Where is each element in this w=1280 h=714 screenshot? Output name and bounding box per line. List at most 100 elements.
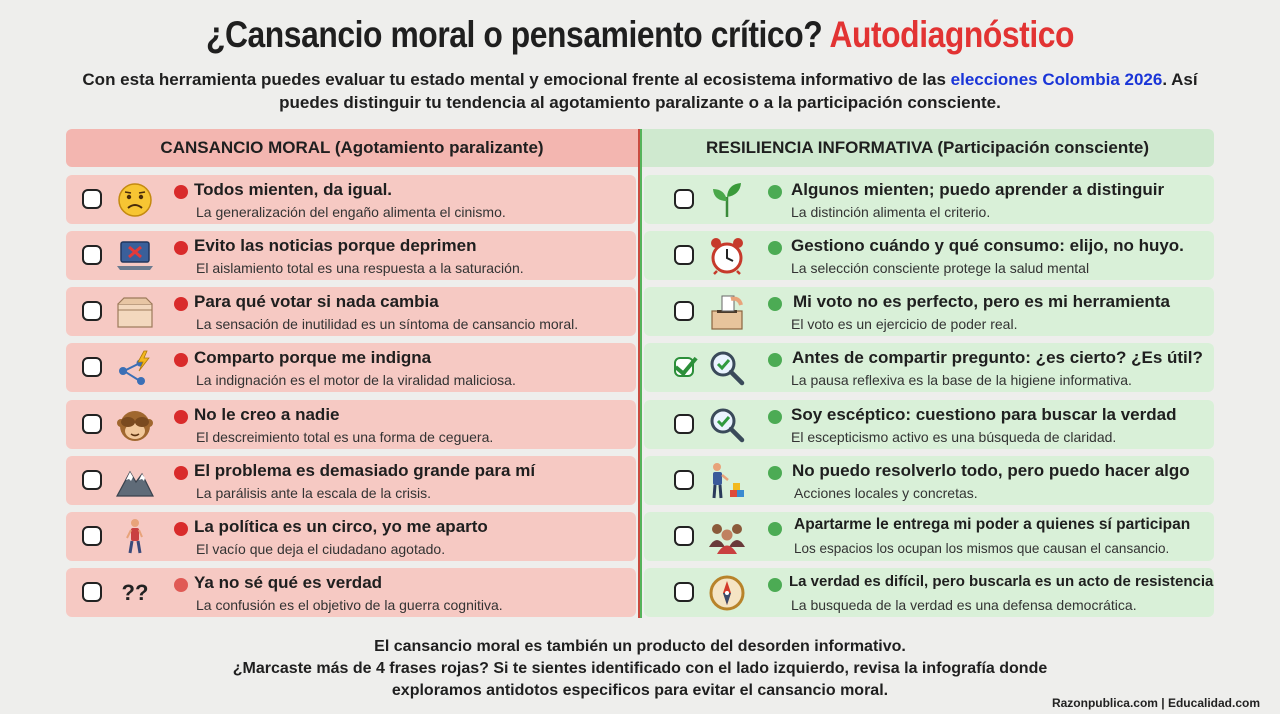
intro-highlight: elecciones Colombia 2026 — [950, 70, 1163, 89]
red-dot — [174, 578, 188, 592]
checkbox-right-4-checked[interactable] — [674, 357, 694, 377]
alarm-clock-icon — [708, 237, 746, 275]
checkbox-left-5[interactable] — [82, 414, 102, 434]
question-marks-icon: ?? — [121, 580, 149, 605]
footer-line-2: ¿Marcaste más de 4 frases rojas? Si te s… — [232, 660, 1048, 677]
checkbox-left-7[interactable] — [82, 526, 102, 546]
left-item-4-sub: La indignación es el motor de la viralid… — [196, 372, 516, 388]
intro-part2: . Así puedes distinguir tu tendencia al … — [279, 70, 1198, 112]
footer-line-1: El cansancio moral es también un product… — [374, 638, 906, 655]
right-item-8-head: La verdad es difícil, pero buscarla es u… — [789, 573, 1214, 590]
walking-person-icon — [116, 518, 154, 556]
empty-box-icon — [116, 293, 154, 331]
green-dot — [768, 353, 782, 367]
column-divider-green — [640, 129, 642, 618]
ballot-box-icon — [708, 293, 746, 331]
right-row-2: Gestiono cuándo y qué consumo: elijo, no… — [644, 231, 1214, 280]
checkbox-left-4[interactable] — [82, 357, 102, 377]
green-dot — [768, 466, 782, 480]
left-item-4-head: Comparto porque me indigna — [194, 348, 432, 367]
left-row-1: Todos mienten, da igual. La generalizaci… — [66, 175, 636, 224]
seedling-icon — [708, 181, 746, 219]
checkbox-right-1[interactable] — [674, 189, 694, 209]
green-dot — [768, 522, 782, 536]
left-item-7-sub: El vacío que deja el ciudadano agotado. — [196, 541, 446, 557]
left-item-3-sub: La sensación de inutilidad es un síntoma… — [196, 316, 579, 332]
magnifier-check-icon — [708, 349, 746, 387]
checkbox-right-7[interactable] — [674, 526, 694, 546]
share-lightning-icon — [116, 349, 154, 387]
left-column-header: CANSANCIO MORAL (Agotamiento paralizante… — [66, 129, 638, 167]
worried-face-icon — [116, 181, 154, 219]
left-item-1-head: Todos mienten, da igual. — [194, 180, 393, 199]
right-item-6-sub: Acciones locales y concretas. — [794, 485, 978, 501]
red-dot — [174, 410, 188, 424]
right-row-3: Mi voto no es perfecto, pero es mi herra… — [644, 287, 1214, 336]
column-divider-red — [638, 129, 641, 618]
left-item-3-head: Para qué votar si nada cambia — [194, 292, 439, 311]
green-dot — [768, 410, 782, 424]
compass-icon — [708, 574, 746, 612]
right-item-2-sub: La selección consciente protege la salud… — [791, 260, 1090, 276]
page-title: ¿Cansancio moral o pensamiento crítico? … — [90, 14, 1191, 56]
right-item-6-head: No puedo resolverlo todo, pero puedo hac… — [792, 461, 1190, 480]
group-people-icon — [708, 518, 746, 556]
green-dot — [768, 241, 782, 255]
left-row-8: ?? Ya no sé qué es verdad La confusión e… — [66, 568, 636, 617]
left-item-8-head: Ya no sé qué es verdad — [194, 573, 383, 592]
title-accent: Autodiagnóstico — [829, 14, 1075, 55]
left-row-7: La política es un circo, yo me aparto El… — [66, 512, 636, 561]
red-dot — [174, 466, 188, 480]
person-building-blocks-icon — [708, 462, 746, 500]
left-item-2-head: Evito las noticias porque deprimen — [194, 236, 477, 255]
intro-text: Con esta herramienta puedes evaluar tu e… — [80, 68, 1200, 114]
right-item-5-sub: El escepticismo activo es una búsqueda d… — [791, 429, 1117, 445]
right-row-8: La verdad es difícil, pero buscarla es u… — [644, 568, 1214, 617]
checkbox-right-3[interactable] — [674, 301, 694, 321]
left-row-4: Comparto porque me indigna La indignació… — [66, 343, 636, 392]
checkbox-right-6[interactable] — [674, 470, 694, 490]
left-item-5-sub: El descreimiento total es una forma de c… — [196, 429, 494, 445]
left-item-5-head: No le creo a nadie — [194, 405, 340, 424]
right-item-3-sub: El voto es un ejercicio de poder real. — [791, 316, 1018, 332]
source-credit: Razonpublica.com | Educalidad.com — [1051, 696, 1260, 710]
left-item-1-sub: La generalización del engaño alimenta el… — [196, 204, 506, 220]
right-item-1-sub: La distinción alimenta el criterio. — [791, 204, 991, 220]
checkbox-left-2[interactable] — [82, 245, 102, 265]
red-dot — [174, 297, 188, 311]
mountain-icon — [116, 462, 154, 500]
right-item-1-head: Algunos mienten; puedo aprender a distin… — [791, 180, 1165, 199]
laptop-blocked-icon — [116, 237, 154, 275]
checkbox-left-8[interactable] — [82, 582, 102, 602]
left-item-6-sub: La parálisis ante la escala de la crisis… — [196, 485, 432, 501]
checkbox-left-6[interactable] — [82, 470, 102, 490]
right-item-7-head: Apartarme le entrega mi poder a quienes … — [794, 516, 1191, 533]
magnifier-check-icon — [708, 406, 746, 444]
left-row-3: Para qué votar si nada cambia La sensaci… — [66, 287, 636, 336]
right-item-3-head: Mi voto no es perfecto, pero es mi herra… — [793, 292, 1170, 311]
left-row-6: El problema es demasiado grande para mí … — [66, 456, 636, 505]
footer-line-3: exploramos antidotos especificos para ev… — [391, 682, 889, 699]
right-item-7-sub: Los espacios los ocupan los mismos que c… — [794, 541, 1170, 556]
left-item-8-sub: La confusión es el objetivo de la guerra… — [196, 597, 503, 613]
right-column-header: RESILIENCIA INFORMATIVA (Participación c… — [641, 129, 1214, 167]
left-row-2: Evito las noticias porque deprimen El ai… — [66, 231, 636, 280]
green-dot — [768, 185, 782, 199]
see-no-evil-monkey-icon — [116, 406, 154, 444]
checkbox-right-2[interactable] — [674, 245, 694, 265]
right-item-2-head: Gestiono cuándo y qué consumo: elijo, no… — [791, 236, 1184, 255]
left-item-7-head: La política es un circo, yo me aparto — [194, 517, 488, 536]
checkbox-left-1[interactable] — [82, 189, 102, 209]
checkbox-left-3[interactable] — [82, 301, 102, 321]
left-item-2-sub: El aislamiento total es una respuesta a … — [196, 260, 524, 276]
checkbox-right-8[interactable] — [674, 582, 694, 602]
left-row-5: No le creo a nadie El descreimiento tota… — [66, 400, 636, 449]
right-row-1: Algunos mienten; puedo aprender a distin… — [644, 175, 1214, 224]
left-item-6-head: El problema es demasiado grande para mí — [194, 461, 536, 480]
checkbox-right-5[interactable] — [674, 414, 694, 434]
right-item-4-sub: La pausa reflexiva es la base de la higi… — [791, 372, 1132, 388]
right-item-5-head: Soy escéptico: cuestiono para buscar la … — [791, 405, 1177, 424]
red-dot — [174, 241, 188, 255]
right-row-4: Antes de compartir pregunto: ¿es cierto?… — [644, 343, 1214, 392]
right-item-4-head: Antes de compartir pregunto: ¿es cierto?… — [792, 348, 1203, 367]
